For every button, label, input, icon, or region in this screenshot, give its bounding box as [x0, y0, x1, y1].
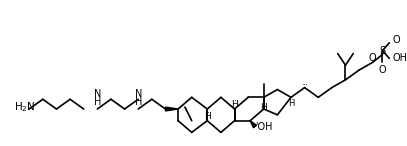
- Text: N: N: [134, 89, 142, 99]
- Text: O: O: [392, 35, 400, 45]
- Text: Ḣ: Ḣ: [260, 102, 267, 112]
- Text: Ḣ: Ḣ: [204, 112, 211, 121]
- Text: O: O: [369, 53, 376, 63]
- Polygon shape: [166, 107, 178, 111]
- Text: S: S: [379, 46, 385, 56]
- Polygon shape: [250, 121, 256, 128]
- Text: Ḣ: Ḣ: [231, 100, 238, 109]
- Text: 'OH: 'OH: [255, 121, 272, 132]
- Text: N: N: [94, 89, 101, 99]
- Text: Ḣ: Ḣ: [288, 99, 294, 108]
- Text: H: H: [134, 97, 142, 107]
- Text: ...: ...: [301, 80, 308, 86]
- Text: H: H: [94, 97, 101, 107]
- Text: H$_2$N: H$_2$N: [13, 100, 35, 114]
- Text: OH: OH: [392, 53, 407, 63]
- Text: O: O: [379, 65, 386, 75]
